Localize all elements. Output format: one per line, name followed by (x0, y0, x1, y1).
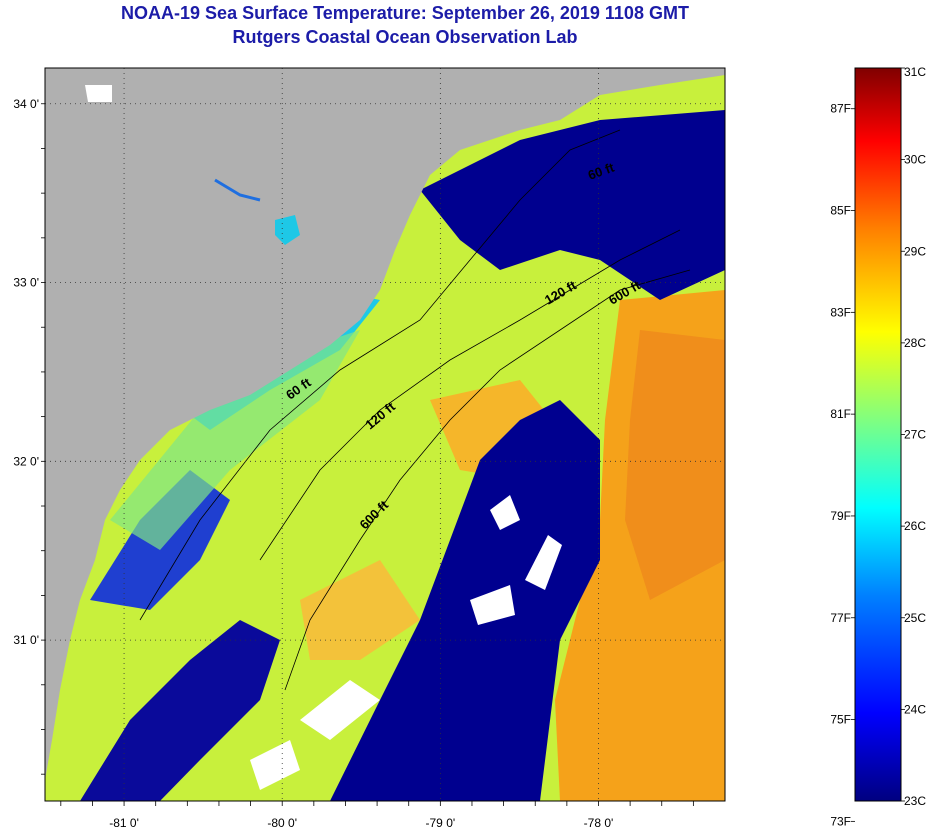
graticule (45, 68, 725, 801)
longitude-axis: -81 0' -80 0' -79 0' -78 0' (60, 801, 694, 830)
inland-river (214, 178, 261, 202)
land-mass (45, 68, 725, 780)
colorbar-c-label: 25C (904, 611, 926, 625)
warm-patch-south (300, 560, 420, 660)
cold-water-north (420, 110, 725, 300)
inland-lake-white (85, 85, 112, 102)
colorbar (854, 67, 902, 802)
colorbar-c-label: 31C (904, 65, 926, 79)
lat-tick-label: 34 0' (13, 97, 39, 111)
cold-water-central-band (330, 400, 600, 801)
cloud-patch-5 (490, 495, 520, 530)
lon-tick-label: -80 0' (267, 816, 297, 830)
colorbar-f-label: 73F (830, 814, 851, 828)
green-nearshore (110, 330, 360, 550)
colorbar-f-label: 75F (830, 713, 851, 727)
colorbar-c-label: 30C (904, 153, 926, 167)
map-title: NOAA-19 Sea Surface Temperature: Septemb… (121, 3, 689, 23)
lat-tick-label: 33 0' (13, 276, 39, 290)
colorbar-f-label: 77F (830, 611, 851, 625)
latitude-axis: 34 0' 33 0' 32 0' 31 0' (13, 97, 45, 775)
colorbar-c-label: 28C (904, 336, 926, 350)
colorbar-f-label: 79F (830, 509, 851, 523)
lat-tick-label: 31 0' (13, 633, 39, 647)
colorbar-c-label: 29C (904, 244, 926, 258)
map-subtitle: Rutgers Coastal Ocean Observation Lab (232, 27, 578, 47)
colorbar-f-label: 85F (830, 204, 851, 218)
cold-water-southwest (80, 620, 280, 801)
colorbar-celsius-labels: 31C 30C 29C 28C 27C 26C 25C 24C 23C (901, 65, 926, 808)
colorbar-c-label: 23C (904, 794, 926, 808)
contour-60ft (139, 129, 621, 621)
cloud-patch-1 (525, 535, 562, 590)
contour-600ft (284, 269, 691, 691)
colorbar-fahrenheit-labels: 87F 85F 83F 81F 79F 77F 75F 73F (830, 102, 855, 828)
cloud-patch-2 (470, 585, 515, 625)
colorbar-c-label: 27C (904, 428, 926, 442)
cloud-patch-4 (250, 740, 300, 790)
lat-tick-label: 32 0' (13, 454, 39, 468)
colorbar-f-label: 87F (830, 102, 851, 116)
lon-tick-label: -81 0' (109, 816, 139, 830)
colorbar-f-label: 83F (830, 305, 851, 319)
contour-120ft (259, 229, 681, 561)
map-frame (44, 67, 726, 802)
lon-tick-label: -79 0' (426, 816, 456, 830)
inland-lake (275, 215, 300, 245)
lon-tick-label: -78 0' (584, 816, 614, 830)
colorbar-c-label: 24C (904, 702, 926, 716)
gulf-stream-core (625, 330, 725, 600)
cloud-patch-3 (300, 680, 380, 740)
colorbar-c-label: 26C (904, 519, 926, 533)
colorbar-f-label: 81F (830, 407, 851, 421)
